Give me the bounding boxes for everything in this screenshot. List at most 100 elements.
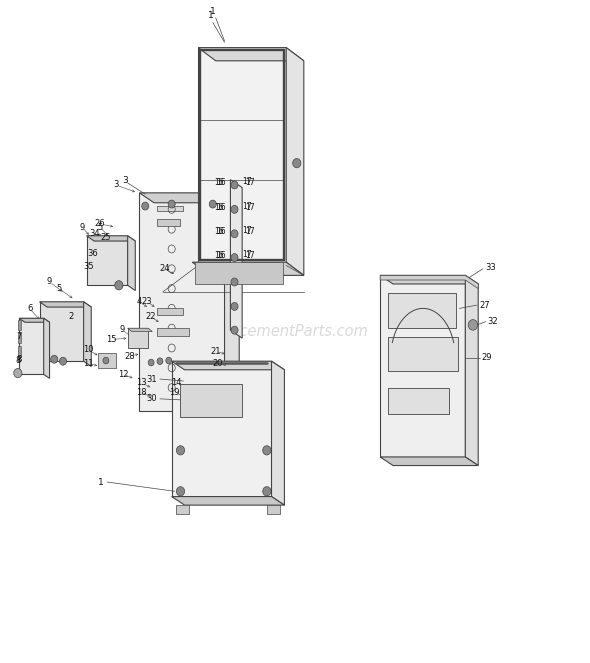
Text: 9: 9: [47, 278, 52, 286]
Circle shape: [263, 446, 271, 455]
Polygon shape: [87, 236, 135, 241]
Text: 32: 32: [487, 317, 498, 326]
Polygon shape: [172, 361, 284, 370]
Text: 9: 9: [119, 325, 124, 334]
Polygon shape: [195, 262, 283, 284]
Text: 1: 1: [210, 7, 216, 16]
Polygon shape: [176, 505, 189, 514]
Text: 12: 12: [118, 370, 129, 379]
Circle shape: [209, 200, 217, 208]
Polygon shape: [19, 318, 44, 375]
Circle shape: [60, 357, 67, 365]
Text: 26: 26: [95, 219, 106, 228]
Text: 30: 30: [146, 394, 157, 403]
Polygon shape: [380, 275, 466, 457]
Polygon shape: [271, 361, 284, 505]
Text: 18: 18: [136, 388, 146, 396]
Circle shape: [157, 358, 163, 365]
Polygon shape: [87, 236, 127, 285]
Polygon shape: [18, 320, 21, 330]
Polygon shape: [139, 193, 239, 203]
Polygon shape: [388, 337, 458, 371]
Text: 17: 17: [242, 177, 252, 186]
Circle shape: [231, 181, 238, 189]
Text: 6: 6: [27, 304, 32, 313]
Text: 29: 29: [482, 353, 492, 363]
Circle shape: [168, 200, 175, 208]
Circle shape: [231, 326, 238, 334]
Polygon shape: [388, 388, 449, 414]
Polygon shape: [157, 219, 181, 226]
Text: ReplacementParts.com: ReplacementParts.com: [198, 324, 368, 339]
Polygon shape: [380, 275, 478, 284]
Text: 33: 33: [485, 263, 496, 272]
Text: 17: 17: [242, 202, 252, 211]
Text: 8: 8: [17, 355, 22, 364]
Polygon shape: [388, 293, 457, 328]
Polygon shape: [44, 318, 50, 379]
Text: 10: 10: [83, 345, 94, 355]
Text: 34: 34: [89, 229, 100, 238]
Polygon shape: [198, 48, 286, 262]
Polygon shape: [127, 328, 148, 348]
Polygon shape: [192, 262, 304, 275]
Polygon shape: [19, 318, 50, 322]
Text: 16: 16: [216, 251, 226, 260]
Circle shape: [51, 355, 58, 363]
Text: 17: 17: [242, 226, 252, 235]
Text: 13: 13: [136, 379, 146, 387]
Circle shape: [176, 446, 185, 455]
Text: 22: 22: [146, 312, 156, 322]
Polygon shape: [157, 206, 183, 211]
Text: 19: 19: [169, 388, 180, 396]
Text: 17: 17: [242, 250, 252, 259]
Circle shape: [231, 278, 238, 286]
Polygon shape: [157, 308, 183, 315]
Polygon shape: [99, 353, 116, 368]
Circle shape: [231, 230, 238, 238]
Text: 16: 16: [216, 178, 226, 188]
Circle shape: [14, 369, 22, 378]
Polygon shape: [18, 333, 21, 343]
Text: 28: 28: [124, 352, 135, 361]
Text: 16: 16: [216, 203, 226, 212]
Circle shape: [468, 320, 478, 330]
Circle shape: [114, 280, 123, 290]
Polygon shape: [127, 328, 152, 332]
Text: 7: 7: [17, 332, 22, 341]
Text: 24: 24: [159, 265, 170, 273]
Text: 16: 16: [214, 178, 224, 188]
Polygon shape: [198, 48, 304, 61]
Polygon shape: [286, 48, 304, 275]
Text: 23: 23: [142, 297, 152, 306]
Circle shape: [293, 158, 301, 168]
Text: 20: 20: [212, 359, 223, 368]
Polygon shape: [40, 302, 84, 361]
Text: 16: 16: [216, 227, 226, 236]
Text: 16: 16: [214, 203, 224, 212]
Polygon shape: [380, 275, 478, 288]
Text: 15: 15: [107, 335, 117, 344]
Text: 17: 17: [245, 203, 255, 212]
Circle shape: [231, 253, 238, 261]
Polygon shape: [231, 180, 242, 338]
Text: 16: 16: [214, 227, 224, 236]
Text: 17: 17: [245, 251, 255, 260]
Polygon shape: [40, 302, 91, 307]
Polygon shape: [380, 457, 478, 465]
Circle shape: [148, 359, 154, 366]
Polygon shape: [466, 275, 478, 465]
Circle shape: [166, 357, 172, 364]
Text: 11: 11: [83, 359, 94, 368]
Polygon shape: [139, 193, 225, 410]
Text: 4: 4: [137, 297, 142, 306]
Polygon shape: [157, 328, 189, 336]
Circle shape: [263, 487, 271, 496]
Text: 1: 1: [208, 11, 214, 20]
Text: 8: 8: [15, 356, 21, 365]
Polygon shape: [84, 302, 91, 367]
Circle shape: [142, 202, 149, 210]
Circle shape: [103, 357, 109, 364]
Polygon shape: [267, 505, 280, 514]
Polygon shape: [18, 346, 21, 357]
